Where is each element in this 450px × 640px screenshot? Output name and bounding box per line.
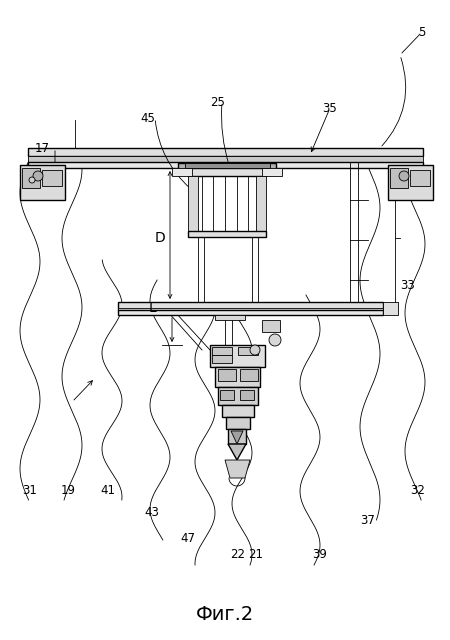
Bar [383,302,398,315]
Text: 21: 21 [248,548,264,561]
Bar [118,302,383,310]
Text: 47: 47 [180,531,195,545]
Text: 37: 37 [360,513,375,527]
Bar [256,176,266,231]
Bar [390,168,408,188]
Bar [118,308,383,313]
Text: 25: 25 [211,95,225,109]
Bar [240,390,254,400]
Bar [22,168,40,188]
Bar [28,162,423,168]
Circle shape [269,334,281,346]
Bar [262,320,280,332]
Bar [178,163,276,169]
Text: 19: 19 [60,483,76,497]
Bar [20,165,65,200]
Text: Фиг.2: Фиг.2 [196,605,254,625]
Bar [215,367,260,387]
Bar [262,168,282,176]
Bar [210,345,265,367]
Polygon shape [228,444,246,460]
Bar [222,405,254,417]
Circle shape [399,171,409,181]
Text: 17: 17 [35,141,50,154]
Circle shape [250,345,260,355]
Text: 43: 43 [144,506,159,518]
Bar [172,168,192,176]
Bar [118,310,383,315]
Text: D: D [155,231,166,245]
Bar [212,355,232,363]
Text: 45: 45 [140,111,155,125]
Text: L: L [148,301,156,315]
Text: 39: 39 [313,548,328,561]
Text: 41: 41 [100,483,116,497]
Bar [42,170,62,186]
Bar [228,429,246,444]
Text: 31: 31 [22,483,37,497]
Bar [240,369,258,381]
Bar [28,156,423,162]
Text: 33: 33 [400,278,415,291]
Circle shape [29,177,35,183]
Bar [215,315,245,320]
Polygon shape [231,431,243,444]
Bar [185,163,270,168]
Bar [188,168,266,176]
Bar [28,148,423,156]
Bar [220,390,234,400]
Polygon shape [225,460,250,478]
Bar [218,387,258,405]
Bar [238,347,258,355]
Text: 5: 5 [418,26,426,38]
Text: 32: 32 [410,483,425,497]
Bar [188,231,266,237]
Bar [410,170,430,186]
Bar [188,176,198,231]
Circle shape [33,171,43,181]
Text: 35: 35 [323,102,338,115]
Bar [226,417,250,429]
Bar [388,165,433,200]
Bar [218,369,236,381]
Text: 22: 22 [230,548,246,561]
Bar [212,347,232,355]
